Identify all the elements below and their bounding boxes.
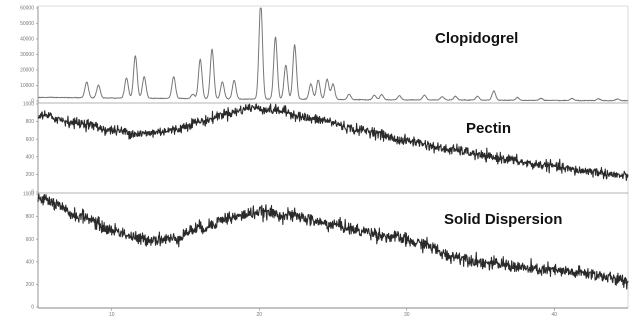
y-tick-label: 0 <box>31 99 34 105</box>
y-tick-label: 20000 <box>20 68 34 74</box>
y-tick-label: 200 <box>26 172 35 178</box>
y-tick-label: 600 <box>26 137 35 143</box>
y-tick-label: 800 <box>26 119 35 125</box>
x-tick-label: 40 <box>551 312 557 318</box>
y-tick-label: 200 <box>26 282 35 288</box>
x-tick-label: 30 <box>404 312 410 318</box>
y-tick-label: 50000 <box>20 21 34 27</box>
y-tick-label: 30000 <box>20 52 34 58</box>
tick-layer: 0100002000030000400005000060000020040060… <box>20 6 557 318</box>
y-tick-label: 400 <box>26 259 35 265</box>
panel-label-clopidogrel: Clopidogrel <box>435 30 518 47</box>
y-tick-label: 600 <box>26 237 35 243</box>
y-tick-label: 0 <box>31 305 34 311</box>
plot-layer <box>37 7 629 290</box>
panel-label-pectin: Pectin <box>466 120 511 137</box>
x-tick-label: 20 <box>256 312 262 318</box>
y-tick-label: 1000 <box>23 102 34 108</box>
panel-label-solid-dispersion: Solid Dispersion <box>444 211 562 228</box>
y-tick-label: 0 <box>31 190 34 196</box>
y-tick-label: 60000 <box>20 6 34 12</box>
x-tick-label: 10 <box>109 312 115 318</box>
series-line-clopidogrel <box>37 7 629 102</box>
y-tick-label: 800 <box>26 214 35 220</box>
y-tick-label: 10000 <box>20 83 34 89</box>
y-tick-label: 400 <box>26 154 35 160</box>
y-tick-label: 40000 <box>20 37 34 43</box>
series-line-pectin <box>37 103 629 181</box>
y-tick-label: 1000 <box>23 192 34 198</box>
series-line-solid-dispersion <box>37 193 629 290</box>
